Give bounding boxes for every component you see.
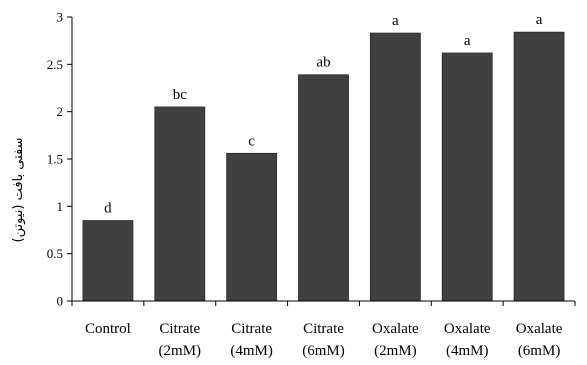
significance-label: bc bbox=[173, 87, 188, 103]
bar bbox=[82, 220, 134, 302]
bar bbox=[441, 52, 493, 302]
bar bbox=[226, 152, 278, 302]
x-category-label: Oxalate bbox=[372, 321, 419, 337]
y-tick-label: 0.5 bbox=[47, 246, 63, 261]
x-axis: Control Citrate (2mM) Citrate (4mM) Citrate (6… bbox=[71, 300, 576, 359]
bar bbox=[369, 32, 421, 302]
x-category-label: (4mM) bbox=[446, 343, 489, 359]
x-category-label: Oxalate bbox=[516, 321, 563, 337]
x-category-label: Control bbox=[85, 321, 131, 337]
significance-label: a bbox=[536, 12, 543, 28]
x-category-label: Citrate bbox=[303, 321, 344, 337]
significance-labels: d bc c ab a a a bbox=[104, 12, 543, 216]
x-category-label: (6mM) bbox=[518, 343, 561, 359]
bar bbox=[298, 74, 349, 302]
y-tick-label: 0 bbox=[57, 294, 64, 309]
bar bbox=[154, 106, 206, 302]
y-tick-label: 1 bbox=[57, 199, 64, 214]
x-category-label: (2mM) bbox=[159, 343, 202, 359]
x-category-label: Citrate bbox=[231, 321, 272, 337]
bars bbox=[82, 31, 565, 302]
x-category-label: (4mM) bbox=[230, 343, 273, 359]
significance-label: a bbox=[392, 13, 399, 29]
significance-label: ab bbox=[316, 55, 330, 71]
y-axis-title: سفتی بافت (نیوتن) bbox=[11, 138, 26, 243]
y-tick-label: 2.5 bbox=[47, 57, 63, 72]
x-category-label: (6mM) bbox=[302, 343, 345, 359]
significance-label: d bbox=[104, 201, 112, 217]
y-tick-label: 2 bbox=[57, 104, 64, 119]
x-category-label: Citrate bbox=[159, 321, 200, 337]
x-category-label: (2mM) bbox=[374, 343, 417, 359]
x-category-label: Oxalate bbox=[444, 321, 491, 337]
y-tick-label: 3 bbox=[57, 10, 64, 25]
y-axis: 0 0.5 1 1.5 2 2.5 3 bbox=[47, 10, 73, 309]
bar bbox=[513, 31, 565, 302]
y-tick-label: 1.5 bbox=[47, 152, 63, 167]
significance-label: c bbox=[248, 133, 255, 149]
significance-label: a bbox=[464, 33, 471, 49]
